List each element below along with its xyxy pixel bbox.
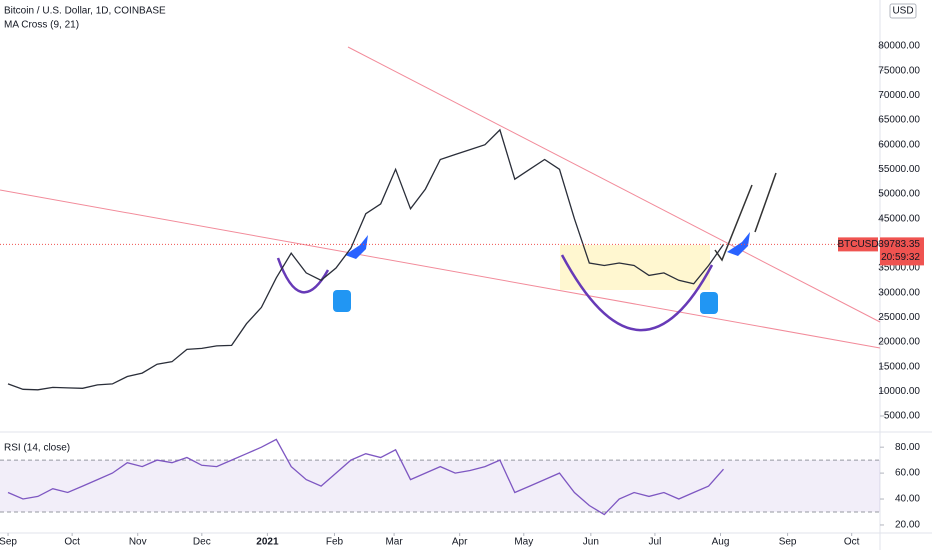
y-tick-label: 50000.00 — [878, 189, 920, 200]
rsi-title: RSI (14, close) — [4, 443, 70, 454]
x-tick-label: Sep — [779, 537, 797, 548]
icons — [333, 232, 750, 314]
rocket-icon — [345, 235, 368, 259]
y-tick-label: 35000.00 — [878, 263, 920, 274]
y-tick-label: 15000.00 — [878, 361, 920, 372]
y-tick-label: 60000.00 — [878, 139, 920, 150]
x-tick-label: Oct — [64, 537, 80, 548]
x-tick-label: Nov — [129, 537, 147, 548]
y-tick-label: 80.00 — [895, 442, 920, 453]
y-tick-label: 25000.00 — [878, 312, 920, 323]
y-tick-label: 60.00 — [895, 468, 920, 479]
hand-icon — [700, 292, 718, 314]
currency[interactable]: USD — [892, 6, 913, 17]
y-tick-label: 20.00 — [895, 520, 920, 531]
y-tick-label: 75000.00 — [878, 65, 920, 76]
rocket-icon — [727, 232, 750, 256]
rsi-band — [0, 460, 880, 512]
indicator-label: MA Cross (9, 21) — [4, 20, 79, 31]
symbol-box — [838, 237, 878, 252]
symbol-label: BTCUSD — [837, 239, 878, 250]
countdown: 20:59:32 — [881, 252, 920, 263]
x-tick-label: Sep — [0, 537, 17, 548]
x-tick-label: 2021 — [256, 537, 279, 548]
x-tick-label: May — [514, 537, 533, 548]
price-box — [880, 237, 924, 266]
x-tick-label: Oct — [844, 537, 860, 548]
chart-title: Bitcoin / U.S. Dollar, 1D, COINBASE — [4, 6, 166, 17]
x-tick-label: Aug — [712, 537, 730, 548]
last-price: 39783.35 — [878, 239, 920, 250]
y-tick-label: 65000.00 — [878, 115, 920, 126]
y-tick-label: 45000.00 — [878, 213, 920, 224]
y-tick-label: 20000.00 — [878, 337, 920, 348]
x-tick-label: Mar — [385, 537, 403, 548]
trend-line — [347, 46, 881, 323]
x-tick-label: Dec — [193, 537, 211, 548]
x-tick-label: Apr — [452, 537, 468, 548]
y-tick-label: 40.00 — [895, 494, 920, 505]
price-line — [7, 128, 725, 391]
highlight-box — [560, 245, 710, 290]
hand-icon — [333, 290, 351, 312]
y-tick-label: 10000.00 — [878, 386, 920, 397]
y-tick-label: 70000.00 — [878, 90, 920, 101]
trend-line — [0, 189, 881, 349]
y-tick-label: 80000.00 — [878, 41, 920, 52]
price-line — [7, 438, 724, 516]
x-tick-label: Jul — [649, 537, 662, 548]
y-tick-label: 30000.00 — [878, 287, 920, 298]
cup-curve — [560, 254, 714, 332]
y-tick-label: 5000.00 — [884, 411, 921, 422]
x-tick-label: Feb — [326, 537, 344, 548]
y-tick-label: 55000.00 — [878, 164, 920, 175]
x-tick-label: Jun — [583, 537, 599, 548]
currency-box[interactable] — [889, 3, 917, 19]
